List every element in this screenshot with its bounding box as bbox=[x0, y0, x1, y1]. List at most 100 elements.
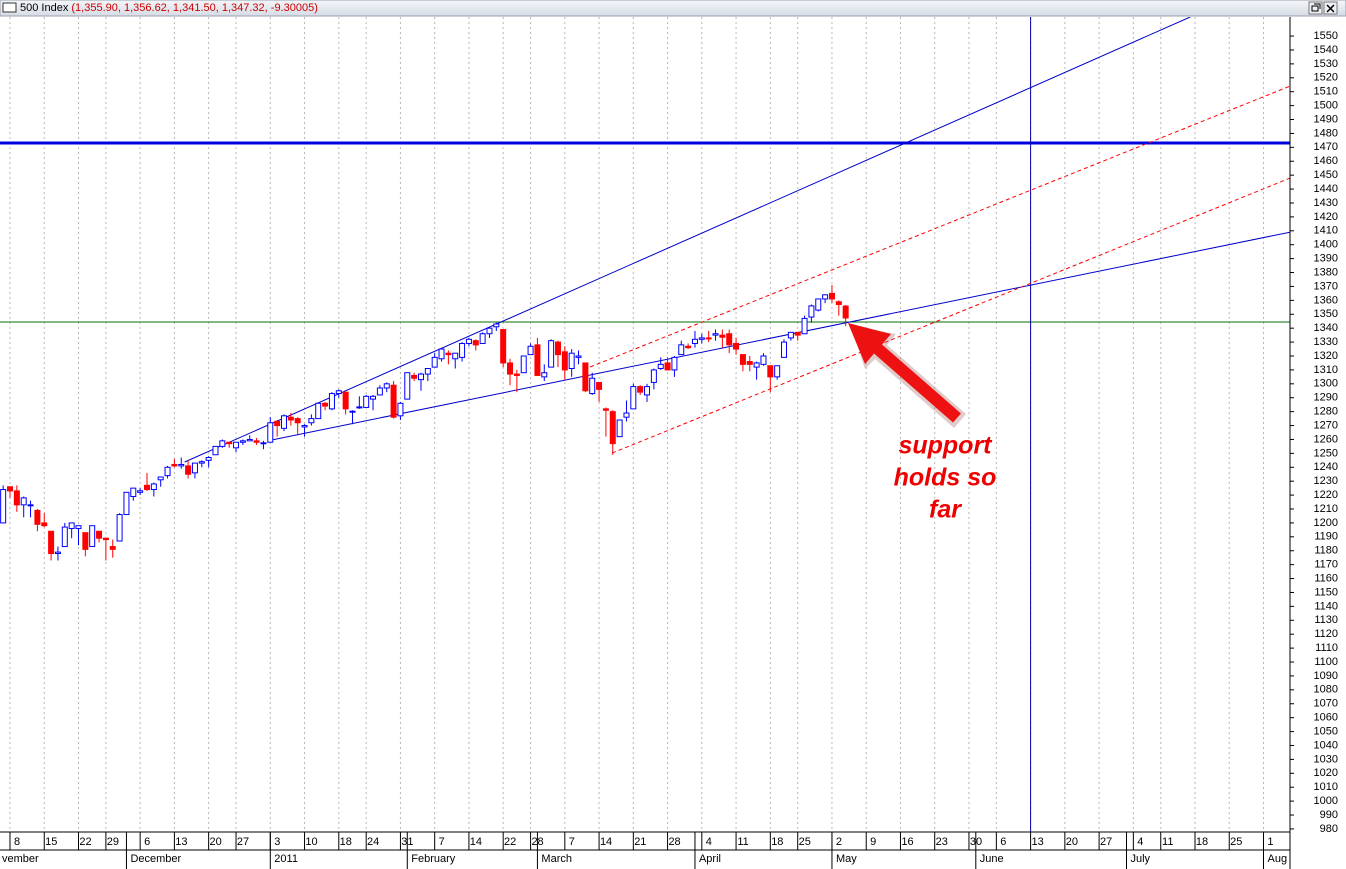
y-tick-label: 1540 bbox=[1314, 44, 1338, 56]
candle-body bbox=[294, 418, 301, 424]
month-label: December bbox=[130, 853, 181, 865]
candle-body bbox=[349, 410, 356, 413]
candle-body bbox=[644, 386, 651, 396]
x-tick-label: 22 bbox=[504, 836, 516, 848]
month-label: May bbox=[836, 853, 857, 865]
candle-body bbox=[164, 466, 171, 477]
x-tick-label: 18 bbox=[771, 836, 783, 848]
candle-body bbox=[733, 342, 740, 350]
candle-body bbox=[185, 465, 192, 475]
y-tick-label: 1480 bbox=[1314, 127, 1338, 139]
candle-body bbox=[527, 345, 534, 356]
candle-body bbox=[102, 537, 109, 541]
candle-body bbox=[13, 490, 20, 506]
candle-body bbox=[767, 365, 774, 378]
candle-body bbox=[719, 334, 726, 338]
y-tick-label: 1100 bbox=[1314, 656, 1338, 668]
candle-body bbox=[20, 497, 27, 506]
candle-body bbox=[664, 362, 671, 371]
trend-line bbox=[271, 231, 1290, 441]
x-tick-label: 11 bbox=[1162, 836, 1173, 848]
candle-body bbox=[739, 354, 746, 365]
candle-body bbox=[54, 551, 61, 555]
candle-body bbox=[548, 340, 555, 368]
candle-body bbox=[609, 411, 616, 445]
candle-body bbox=[726, 333, 733, 346]
plot-area bbox=[0, 17, 1290, 832]
x-tick-label: 6 bbox=[1000, 836, 1006, 848]
y-tick-label: 1240 bbox=[1314, 461, 1338, 473]
candle-body bbox=[0, 489, 7, 524]
candle-body bbox=[68, 522, 75, 529]
y-tick-label: 1500 bbox=[1314, 100, 1338, 112]
candle-body bbox=[253, 440, 260, 443]
candle-body bbox=[130, 487, 137, 497]
y-tick-label: 1270 bbox=[1314, 419, 1338, 431]
month-label: Aug bbox=[1267, 853, 1287, 865]
x-tick-label: 15 bbox=[45, 836, 57, 848]
y-tick-label: 1170 bbox=[1314, 559, 1338, 571]
annotation-text: support bbox=[898, 432, 993, 460]
candle-body bbox=[781, 341, 788, 358]
y-tick-label: 1320 bbox=[1314, 350, 1338, 362]
candle-body bbox=[287, 416, 294, 421]
candle-body bbox=[322, 402, 329, 407]
window-icon bbox=[2, 2, 17, 13]
candle-body bbox=[356, 406, 363, 409]
y-tick-label: 1440 bbox=[1314, 183, 1338, 195]
candle-body bbox=[397, 402, 404, 417]
candle-body bbox=[233, 441, 240, 449]
y-tick-label: 1340 bbox=[1314, 322, 1338, 334]
candle-body bbox=[637, 386, 644, 393]
candle-body bbox=[267, 422, 274, 443]
candle-body bbox=[239, 440, 246, 443]
candle-body bbox=[650, 369, 657, 383]
candle-body bbox=[486, 327, 493, 335]
candle-body bbox=[274, 420, 281, 427]
y-tick-label: 1110 bbox=[1315, 642, 1338, 654]
month-label: March bbox=[541, 853, 572, 865]
candle-body bbox=[452, 352, 459, 360]
x-tick-label: 18 bbox=[340, 836, 352, 848]
y-tick-label: 1180 bbox=[1314, 545, 1338, 557]
trend-line bbox=[611, 177, 1290, 454]
chart-title: 500 Index (1,355.90, 1,356.62, 1,341.50,… bbox=[20, 2, 318, 14]
candle-body bbox=[390, 384, 397, 418]
candle-body bbox=[150, 483, 157, 491]
candle-body bbox=[507, 362, 514, 375]
candle-body bbox=[801, 317, 808, 335]
candle-body bbox=[96, 530, 103, 539]
y-tick-label: 1330 bbox=[1314, 336, 1338, 348]
candle-body bbox=[137, 490, 144, 493]
candle-body bbox=[815, 298, 822, 311]
candle-body bbox=[226, 441, 233, 445]
x-tick-label: 7 bbox=[439, 836, 445, 848]
y-tick-label: 1510 bbox=[1314, 86, 1338, 98]
candle-body bbox=[671, 356, 678, 371]
candle-body bbox=[123, 491, 130, 516]
candle-body bbox=[89, 525, 96, 548]
candle-body bbox=[842, 305, 849, 319]
candle-body bbox=[616, 419, 623, 438]
month-label: July bbox=[1130, 853, 1150, 865]
y-tick-label: 1020 bbox=[1314, 767, 1338, 779]
title-bar bbox=[0, 0, 1346, 17]
x-tick-label: 6 bbox=[144, 836, 150, 848]
x-tick-label: 9 bbox=[870, 836, 876, 848]
y-tick-label: 1060 bbox=[1314, 712, 1338, 724]
candle-body bbox=[315, 402, 322, 420]
title-values: (1,355.90, 1,356.62, 1,341.50, 1,347.32,… bbox=[71, 2, 317, 14]
candle-body bbox=[438, 348, 445, 360]
x-tick-label: 4 bbox=[706, 836, 712, 848]
y-tick-label: 1490 bbox=[1314, 113, 1338, 125]
candle-body bbox=[685, 345, 692, 349]
y-tick-label: 1470 bbox=[1314, 141, 1338, 153]
candle-body bbox=[712, 333, 719, 336]
x-tick-label: 2 bbox=[836, 836, 842, 848]
y-tick-label: 1070 bbox=[1314, 698, 1338, 710]
y-tick-label: 1360 bbox=[1314, 294, 1338, 306]
candle-body bbox=[363, 395, 370, 408]
y-tick-label: 1450 bbox=[1314, 169, 1338, 181]
y-tick-label: 1410 bbox=[1314, 225, 1338, 237]
candle-body bbox=[157, 476, 164, 481]
